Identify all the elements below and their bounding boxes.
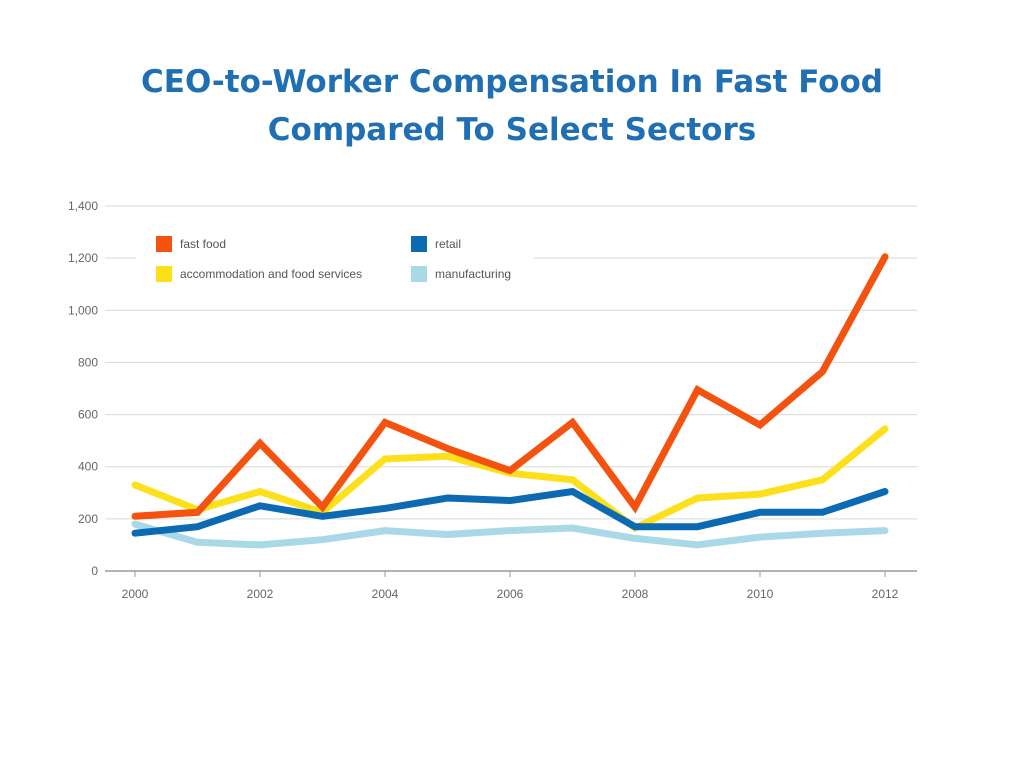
legend-label-manufacturing: manufacturing bbox=[435, 267, 511, 281]
legend-label-accommodation-and-food-services: accommodation and food services bbox=[180, 267, 362, 281]
y-tick-label-1200: 1,200 bbox=[68, 251, 98, 265]
x-tick-label-2012: 2012 bbox=[872, 587, 899, 601]
y-tick-label-1400: 1,400 bbox=[68, 199, 98, 213]
chart-title: CEO-to-Worker Compensation In Fast Food … bbox=[0, 58, 1024, 154]
y-axis-tick-labels: 0 200 400 600 800 1,000 1,200 1,400 bbox=[68, 199, 98, 578]
legend-label-fast-food: fast food bbox=[180, 237, 226, 251]
legend-swatch-fast-food bbox=[156, 236, 172, 252]
x-axis bbox=[105, 570, 917, 577]
series-lines bbox=[131, 253, 889, 549]
series-line-manufacturing bbox=[131, 520, 889, 549]
x-tick-label-2000: 2000 bbox=[122, 587, 149, 601]
legend-background bbox=[136, 228, 534, 290]
x-axis-tick-labels: 2000 2002 2004 2006 2008 2010 2012 bbox=[122, 587, 899, 601]
legend-label-retail: retail bbox=[435, 237, 461, 251]
y-tick-label-800: 800 bbox=[78, 355, 98, 369]
legend-swatch-accommodation-and-food-services bbox=[156, 266, 172, 282]
x-tick-label-2010: 2010 bbox=[747, 587, 774, 601]
x-tick-label-2004: 2004 bbox=[372, 587, 399, 601]
x-tick-label-2008: 2008 bbox=[622, 587, 649, 601]
x-tick-label-2002: 2002 bbox=[247, 587, 274, 601]
legend: fast food accommodation and food services… bbox=[136, 228, 534, 290]
y-tick-label-0: 0 bbox=[91, 564, 98, 578]
y-tick-label-200: 200 bbox=[78, 512, 98, 526]
series-line-fast-food bbox=[131, 253, 889, 520]
legend-swatch-retail bbox=[411, 236, 427, 252]
y-tick-label-1000: 1,000 bbox=[68, 303, 98, 317]
chart-title-line-1: CEO-to-Worker Compensation In Fast Food bbox=[141, 64, 883, 100]
y-tick-label-400: 400 bbox=[78, 460, 98, 474]
y-tick-label-600: 600 bbox=[78, 408, 98, 422]
series-line-retail bbox=[131, 487, 889, 537]
chart-title-line-2: Compared To Select Sectors bbox=[267, 112, 757, 148]
legend-swatch-manufacturing bbox=[411, 266, 427, 282]
x-tick-label-2006: 2006 bbox=[497, 587, 524, 601]
